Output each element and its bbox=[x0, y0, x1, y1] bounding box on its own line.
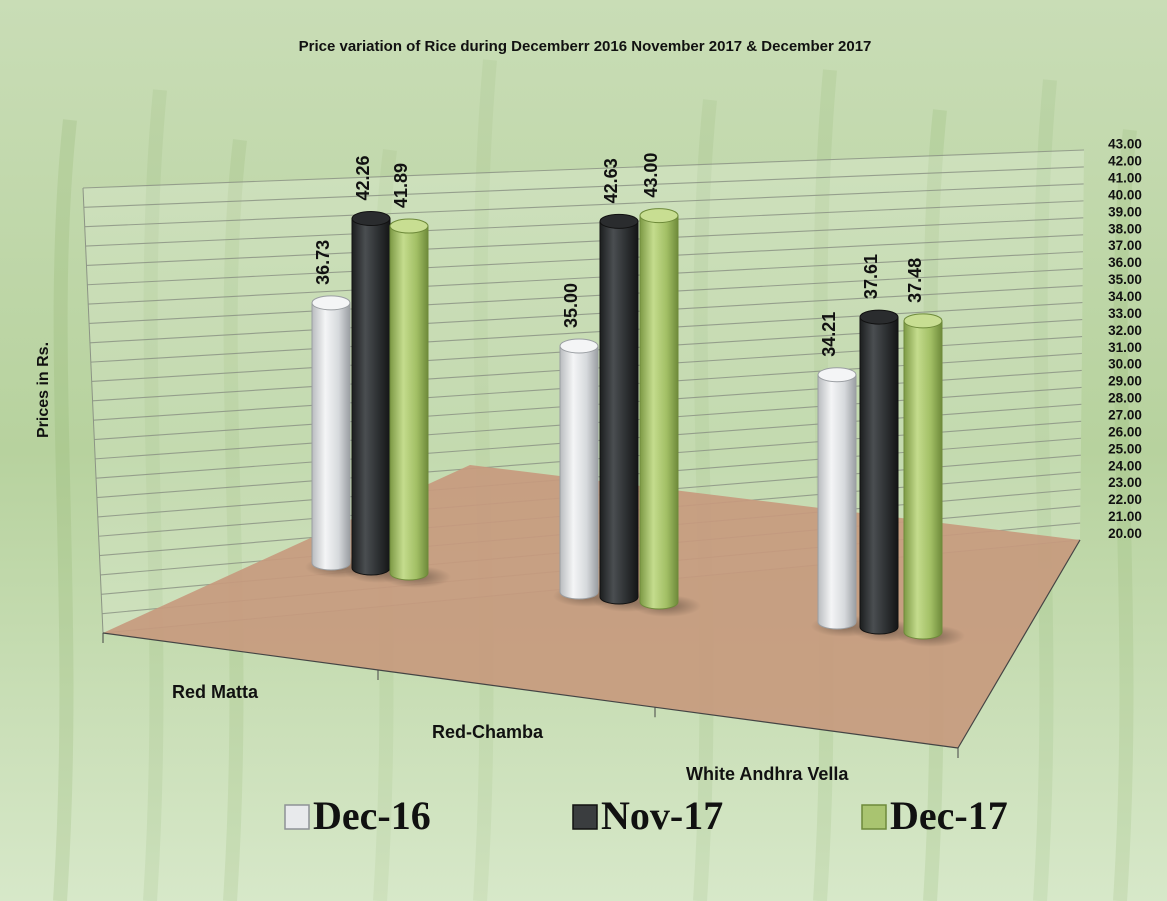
floor-axis-lines bbox=[102, 539, 1081, 758]
bar-Nov-17-White Andhra Vella bbox=[859, 316, 899, 635]
category-labels: Red Matta Red-Chamba White Andhra Vella bbox=[172, 682, 849, 784]
bar-cap bbox=[599, 213, 639, 229]
data-label: 36.73 bbox=[313, 240, 333, 285]
y-tick-label: 40.00 bbox=[1108, 187, 1142, 202]
gridline bbox=[88, 251, 1083, 305]
data-label: 42.26 bbox=[353, 155, 373, 200]
legend-swatch-Nov-17 bbox=[572, 804, 598, 830]
bar-cap bbox=[903, 313, 943, 329]
y-tick-label: 37.00 bbox=[1108, 238, 1142, 253]
y-tick-label: 36.00 bbox=[1108, 255, 1142, 270]
bar-cap bbox=[859, 309, 899, 325]
bar-Dec-16-White Andhra Vella bbox=[817, 374, 857, 630]
y-tick-label: 21.00 bbox=[1108, 509, 1142, 524]
gridline bbox=[82, 149, 1085, 189]
y-tick-label: 32.00 bbox=[1108, 323, 1142, 338]
gridline bbox=[89, 268, 1083, 324]
data-label: 41.89 bbox=[391, 163, 411, 208]
data-label: 37.61 bbox=[861, 254, 881, 299]
y-tick-label: 20.00 bbox=[1108, 526, 1142, 541]
y-tick-label: 30.00 bbox=[1108, 357, 1142, 372]
y-tick-label: 28.00 bbox=[1108, 391, 1142, 406]
bar-cap bbox=[639, 208, 679, 224]
y-axis-ticks: 20.00 21.00 22.00 23.00 24.00 25.00 26.00 27.00… bbox=[1108, 137, 1142, 541]
y-tick-label: 29.00 bbox=[1108, 374, 1142, 389]
rice-stalk bbox=[1033, 79, 1057, 901]
category-label: White Andhra Vella bbox=[686, 764, 849, 784]
bar-Dec-16-Red Matta bbox=[311, 302, 351, 571]
bar-cap bbox=[389, 218, 429, 234]
y-tick-label: 27.00 bbox=[1108, 407, 1142, 422]
legend-label-Dec-17: Dec-17 bbox=[890, 793, 1008, 838]
bar-cap bbox=[559, 338, 599, 354]
data-label: 35.00 bbox=[561, 283, 581, 328]
y-tick-label: 41.00 bbox=[1108, 170, 1142, 185]
y-tick-label: 42.00 bbox=[1108, 154, 1142, 169]
bar-Dec-17-White Andhra Vella bbox=[903, 320, 943, 640]
gridline bbox=[86, 217, 1084, 266]
gridline bbox=[87, 234, 1084, 286]
gridline bbox=[84, 183, 1084, 228]
data-label: 42.63 bbox=[601, 158, 621, 203]
rice-stalk bbox=[143, 89, 167, 901]
y-tick-label: 22.00 bbox=[1108, 492, 1142, 507]
rice-stalk bbox=[223, 139, 247, 901]
y-tick-label: 35.00 bbox=[1108, 272, 1142, 287]
bar-Dec-17-Red Matta bbox=[389, 225, 429, 581]
bar-Nov-17-Red-Chamba bbox=[599, 220, 639, 605]
chart-title: Price variation of Rice during Decemberr… bbox=[299, 38, 872, 55]
bar-cap bbox=[311, 295, 351, 311]
bars-group bbox=[304, 208, 966, 647]
legend-label-Nov-17: Nov-17 bbox=[601, 793, 723, 838]
y-tick-label: 43.00 bbox=[1108, 137, 1142, 152]
gridline bbox=[89, 285, 1083, 344]
legend-swatch-Dec-17 bbox=[861, 804, 887, 830]
floor-right-edge bbox=[957, 539, 1081, 749]
y-tick-label: 31.00 bbox=[1108, 340, 1142, 355]
left-wall-edge bbox=[82, 187, 104, 634]
x-axis-line bbox=[102, 632, 959, 749]
y-tick-label: 25.00 bbox=[1108, 441, 1142, 456]
gridline bbox=[83, 166, 1084, 208]
y-tick-label: 26.00 bbox=[1108, 424, 1142, 439]
y-tick-label: 39.00 bbox=[1108, 204, 1142, 219]
bar-cap bbox=[817, 367, 857, 383]
rice-stalk bbox=[693, 99, 717, 901]
bar-Dec-16-Red-Chamba bbox=[559, 345, 599, 600]
data-labels: 36.73 35.00 34.21 42.26 42.63 37.61 41.89 43.00… bbox=[313, 153, 925, 357]
y-tick-label: 33.00 bbox=[1108, 306, 1142, 321]
data-label: 37.48 bbox=[905, 258, 925, 303]
rice-stalk bbox=[53, 119, 77, 901]
data-label: 43.00 bbox=[641, 153, 661, 198]
bar-Dec-17-Red-Chamba bbox=[639, 215, 679, 610]
y-axis-title: Prices in Rs. bbox=[35, 342, 52, 438]
gridline bbox=[90, 302, 1083, 363]
data-label: 34.21 bbox=[819, 312, 839, 357]
y-tick-label: 34.00 bbox=[1108, 289, 1142, 304]
y-tick-label: 23.00 bbox=[1108, 475, 1142, 490]
legend-swatch-Dec-16 bbox=[284, 804, 310, 830]
y-tick-label: 24.00 bbox=[1108, 458, 1142, 473]
bar-cap bbox=[351, 211, 391, 227]
category-label: Red Matta bbox=[172, 682, 259, 702]
legend: Dec-16 Nov-17 Dec-17 bbox=[284, 793, 1008, 838]
y-tick-label: 38.00 bbox=[1108, 221, 1142, 236]
bar-Nov-17-Red Matta bbox=[351, 218, 391, 576]
legend-label-Dec-16: Dec-16 bbox=[313, 793, 431, 838]
rice-stalk bbox=[1113, 129, 1137, 901]
category-label: Red-Chamba bbox=[432, 722, 544, 742]
gridline bbox=[85, 200, 1084, 247]
